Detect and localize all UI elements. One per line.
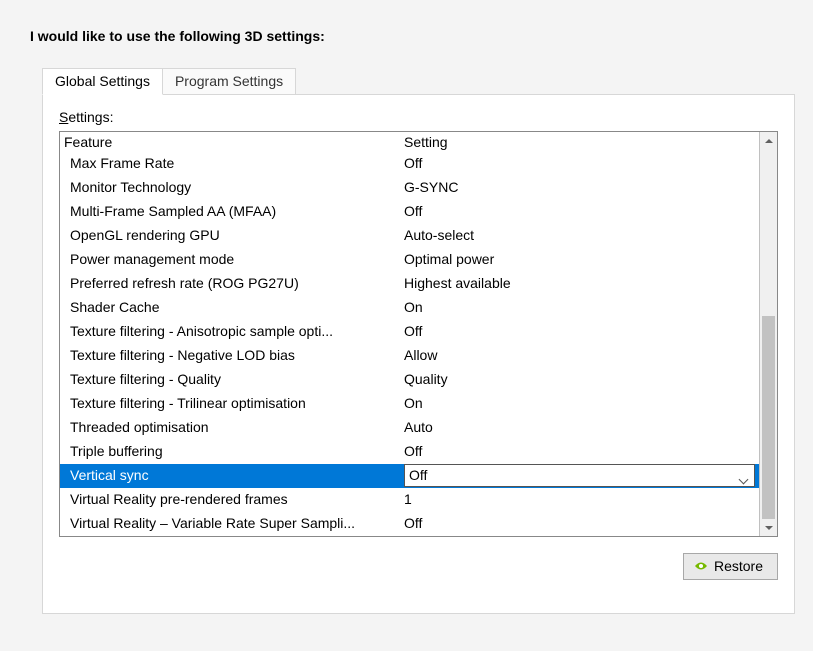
- feature-cell: Max Frame Rate: [70, 153, 404, 174]
- feature-cell: Texture filtering - Negative LOD bias: [70, 345, 404, 366]
- feature-cell: Preferred refresh rate (ROG PG27U): [70, 273, 404, 294]
- setting-value: Auto: [404, 419, 433, 435]
- setting-cell: On: [404, 393, 755, 414]
- setting-dropdown[interactable]: Off: [404, 464, 755, 487]
- settings-panel: Settings: Feature Setting Max Frame Rate…: [42, 94, 795, 614]
- feature-cell: Shader Cache: [70, 297, 404, 318]
- column-header-feature[interactable]: Feature: [64, 134, 404, 150]
- tab-bar: Global Settings Program Settings: [42, 68, 795, 95]
- setting-cell: Off: [404, 153, 755, 174]
- scroll-track[interactable]: [760, 149, 777, 519]
- restore-button-label: Restore: [714, 558, 763, 574]
- table-row[interactable]: Multi-Frame Sampled AA (MFAA)Off: [60, 200, 759, 224]
- feature-cell: Power management mode: [70, 249, 404, 270]
- setting-cell: Quality: [404, 369, 755, 390]
- setting-cell: Optimal power: [404, 249, 755, 270]
- setting-value: Highest available: [404, 275, 511, 291]
- feature-cell: Virtual Reality – Variable Rate Super Sa…: [70, 513, 404, 534]
- setting-value: Optimal power: [404, 251, 494, 267]
- setting-cell: Off: [404, 201, 755, 222]
- table-row[interactable]: Preferred refresh rate (ROG PG27U)Highes…: [60, 272, 759, 296]
- scroll-up-button[interactable]: [760, 132, 777, 149]
- setting-value: Off: [409, 465, 427, 486]
- table-row[interactable]: OpenGL rendering GPUAuto-select: [60, 224, 759, 248]
- feature-cell: Vertical sync: [64, 465, 404, 486]
- tab-global-settings[interactable]: Global Settings: [42, 68, 163, 95]
- setting-cell: Off: [404, 441, 755, 462]
- feature-cell: Monitor Technology: [70, 177, 404, 198]
- setting-value: Off: [404, 323, 422, 339]
- table-row[interactable]: Virtual Reality – Variable Rate Super Sa…: [60, 512, 759, 536]
- table-row[interactable]: Power management modeOptimal power: [60, 248, 759, 272]
- chevron-down-icon: [740, 471, 750, 481]
- feature-cell: Triple buffering: [70, 441, 404, 462]
- feature-cell: Texture filtering - Anisotropic sample o…: [70, 321, 404, 342]
- feature-cell: Texture filtering - Trilinear optimisati…: [70, 393, 404, 414]
- nvidia-logo-icon: [694, 561, 708, 571]
- table-row[interactable]: Texture filtering - Trilinear optimisati…: [60, 392, 759, 416]
- setting-cell: 1: [404, 489, 755, 510]
- feature-cell: OpenGL rendering GPU: [70, 225, 404, 246]
- table-row[interactable]: Texture filtering - Negative LOD biasAll…: [60, 344, 759, 368]
- setting-cell: Off: [404, 513, 755, 534]
- setting-value: Auto-select: [404, 227, 474, 243]
- table-row[interactable]: Max Frame RateOff: [60, 152, 759, 176]
- setting-cell: Auto-select: [404, 225, 755, 246]
- table-row[interactable]: Virtual Reality pre-rendered frames1: [60, 488, 759, 512]
- setting-value: Off: [404, 155, 422, 171]
- setting-value: Quality: [404, 371, 448, 387]
- setting-value: Off: [404, 203, 422, 219]
- feature-cell: Multi-Frame Sampled AA (MFAA): [70, 201, 404, 222]
- setting-cell: Off: [404, 321, 755, 342]
- feature-cell: Virtual Reality pre-rendered frames: [70, 489, 404, 510]
- setting-value: Allow: [404, 347, 437, 363]
- settings-table: Feature Setting Max Frame RateOffMonitor…: [59, 131, 778, 537]
- setting-cell: G-SYNC: [404, 177, 755, 198]
- table-row[interactable]: Shader CacheOn: [60, 296, 759, 320]
- scroll-thumb[interactable]: [762, 316, 775, 520]
- scroll-down-button[interactable]: [760, 519, 777, 536]
- setting-value: Off: [404, 515, 422, 531]
- table-row[interactable]: Monitor TechnologyG-SYNC: [60, 176, 759, 200]
- tab-program-settings[interactable]: Program Settings: [163, 68, 296, 95]
- restore-button[interactable]: Restore: [683, 553, 778, 580]
- table-header-row: Feature Setting: [60, 132, 759, 152]
- table-row[interactable]: Threaded optimisationAuto: [60, 416, 759, 440]
- column-header-setting[interactable]: Setting: [404, 134, 755, 150]
- setting-value: G-SYNC: [404, 179, 458, 195]
- setting-cell: Allow: [404, 345, 755, 366]
- table-row[interactable]: Triple bufferingOff: [60, 440, 759, 464]
- settings-label: Settings:: [59, 109, 778, 125]
- setting-value: 1: [404, 491, 412, 507]
- page-title: I would like to use the following 3D set…: [30, 28, 795, 44]
- table-row[interactable]: Texture filtering - QualityQuality: [60, 368, 759, 392]
- feature-cell: Threaded optimisation: [70, 417, 404, 438]
- setting-cell: On: [404, 297, 755, 318]
- setting-value: On: [404, 395, 423, 411]
- table-row[interactable]: Texture filtering - Anisotropic sample o…: [60, 320, 759, 344]
- scrollbar-vertical[interactable]: [760, 132, 777, 536]
- table-row[interactable]: Vertical sync Off: [60, 464, 759, 488]
- setting-value: On: [404, 299, 423, 315]
- setting-cell: Auto: [404, 417, 755, 438]
- setting-cell: Highest available: [404, 273, 755, 294]
- setting-value: Off: [404, 443, 422, 459]
- feature-cell: Texture filtering - Quality: [70, 369, 404, 390]
